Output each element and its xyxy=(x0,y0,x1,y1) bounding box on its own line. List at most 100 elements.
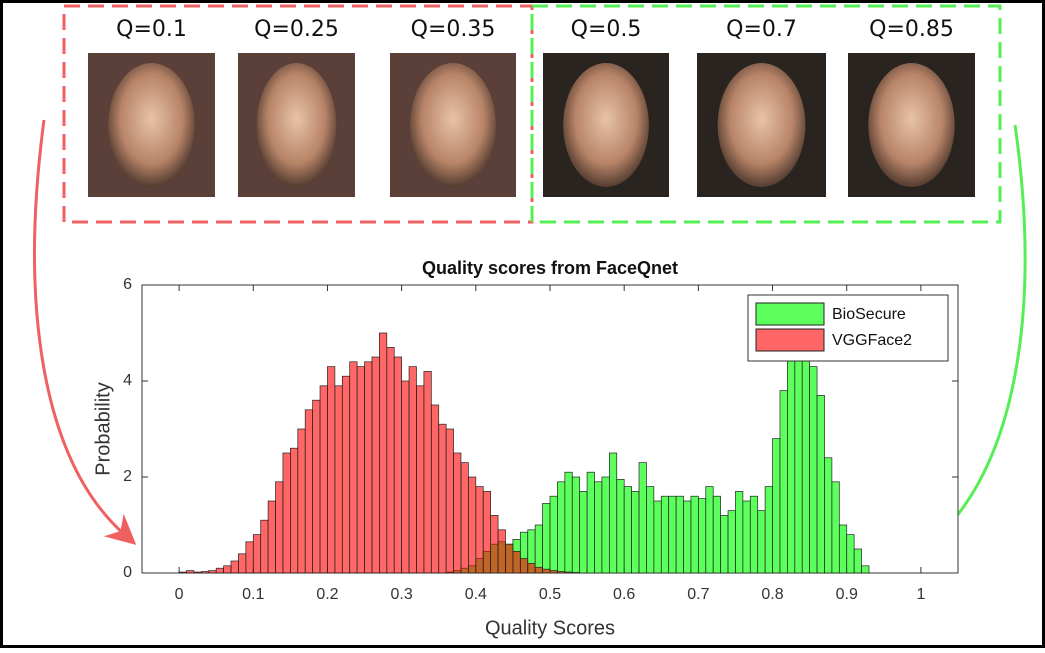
histogram-bar xyxy=(468,477,475,573)
x-tick-label: 0.5 xyxy=(539,586,561,603)
histogram-bar xyxy=(261,520,268,573)
face xyxy=(563,63,649,187)
histogram-bar xyxy=(224,566,231,573)
histogram-bar xyxy=(535,567,542,573)
x-tick-label: 0.1 xyxy=(242,586,264,603)
y-tick-label: 6 xyxy=(123,276,132,293)
histogram-bar xyxy=(238,554,245,573)
histogram-bar xyxy=(557,572,564,573)
histogram-bar xyxy=(543,569,550,573)
histogram-bar xyxy=(327,367,334,573)
histogram-bar xyxy=(276,482,283,573)
histogram-bar xyxy=(750,496,757,573)
histogram-bar xyxy=(505,544,512,573)
histogram-bar xyxy=(669,496,676,573)
histogram-bar xyxy=(313,400,320,573)
histogram-bar xyxy=(528,563,535,573)
histogram-bar xyxy=(439,424,446,573)
histogram-bar xyxy=(713,496,720,573)
histogram-bar xyxy=(424,371,431,573)
histogram-bar xyxy=(676,496,683,573)
histogram-bar xyxy=(350,362,357,573)
histogram-bar xyxy=(402,381,409,573)
histogram-bar xyxy=(646,487,653,573)
histogram-bar xyxy=(320,386,327,573)
x-tick-label: 1 xyxy=(916,586,925,603)
histogram-bar xyxy=(565,572,572,573)
histogram-bar xyxy=(372,357,379,573)
histogram-bar xyxy=(639,463,646,573)
page: {"images": [{"label": "Q=0.1"}, {"label"… xyxy=(0,0,1045,653)
x-tick-label: 0.2 xyxy=(316,586,338,603)
legend-label: BioSecure xyxy=(832,306,906,323)
histogram-bar xyxy=(535,525,542,573)
histogram-bar xyxy=(231,561,238,573)
histogram-bar xyxy=(557,482,564,573)
histogram-bar xyxy=(617,479,624,573)
histogram-bar xyxy=(454,453,461,573)
histogram-bar xyxy=(379,333,386,573)
histogram-bar xyxy=(624,487,631,573)
histogram-bar xyxy=(187,571,194,573)
face xyxy=(410,63,496,187)
histogram-bar xyxy=(513,551,520,573)
histogram-bar xyxy=(565,472,572,573)
histogram-bar xyxy=(595,482,602,573)
figure: 024600.10.20.30.40.50.60.70.80.91Quality… xyxy=(0,0,1045,648)
histogram-bar xyxy=(461,463,468,573)
histogram-bar xyxy=(201,572,208,573)
x-tick-label: 0.3 xyxy=(391,586,413,603)
x-tick-label: 0.9 xyxy=(836,586,858,603)
histogram-bar xyxy=(246,542,253,573)
histogram-bar xyxy=(587,472,594,573)
histogram-bar xyxy=(209,571,216,573)
histogram-bar xyxy=(342,376,349,573)
y-tick-label: 4 xyxy=(123,372,132,389)
histogram-bar xyxy=(839,525,846,573)
histogram-bar xyxy=(365,362,372,573)
histogram-bar xyxy=(290,448,297,573)
x-tick-label: 0.6 xyxy=(613,586,635,603)
legend-swatch xyxy=(756,303,824,325)
x-tick-label: 0.4 xyxy=(465,586,487,603)
histogram-bar xyxy=(773,439,780,573)
histogram-bar xyxy=(780,391,787,573)
histogram-bar xyxy=(847,535,854,573)
histogram-bar xyxy=(194,572,201,573)
histogram-bar xyxy=(298,429,305,573)
histogram-bar xyxy=(498,530,505,573)
histogram-bar xyxy=(684,501,691,573)
histogram-bar xyxy=(580,491,587,573)
quality-label: Q=0.5 xyxy=(571,17,642,42)
histogram-bar xyxy=(721,515,728,573)
histogram-bar xyxy=(832,482,839,573)
histogram-bar xyxy=(431,405,438,573)
quality-label: Q=0.35 xyxy=(411,17,496,42)
histogram-bar xyxy=(765,487,772,573)
histogram-bar xyxy=(706,487,713,573)
histogram-bar xyxy=(735,491,742,573)
histogram-bar xyxy=(216,568,223,573)
histogram-bar xyxy=(817,395,824,573)
histogram-bar xyxy=(483,491,490,573)
face xyxy=(257,63,337,187)
histogram-bar xyxy=(787,357,794,573)
quality-label: Q=0.85 xyxy=(869,17,954,42)
histogram-bar xyxy=(743,501,750,573)
histogram-bar xyxy=(691,496,698,573)
face xyxy=(108,63,194,187)
x-tick-label: 0.7 xyxy=(687,586,709,603)
x-axis-label: Quality Scores xyxy=(485,617,615,639)
quality-label: Q=0.25 xyxy=(254,17,339,42)
legend-swatch xyxy=(756,329,824,351)
histogram-bar xyxy=(854,549,861,573)
histogram-bar xyxy=(416,386,423,573)
y-tick-label: 2 xyxy=(123,468,132,485)
histogram-bar xyxy=(698,499,705,573)
histogram-bar xyxy=(335,386,342,573)
histogram-bar xyxy=(572,477,579,573)
histogram-bar xyxy=(758,511,765,573)
x-tick-label: 0.8 xyxy=(761,586,783,603)
face xyxy=(868,63,954,187)
